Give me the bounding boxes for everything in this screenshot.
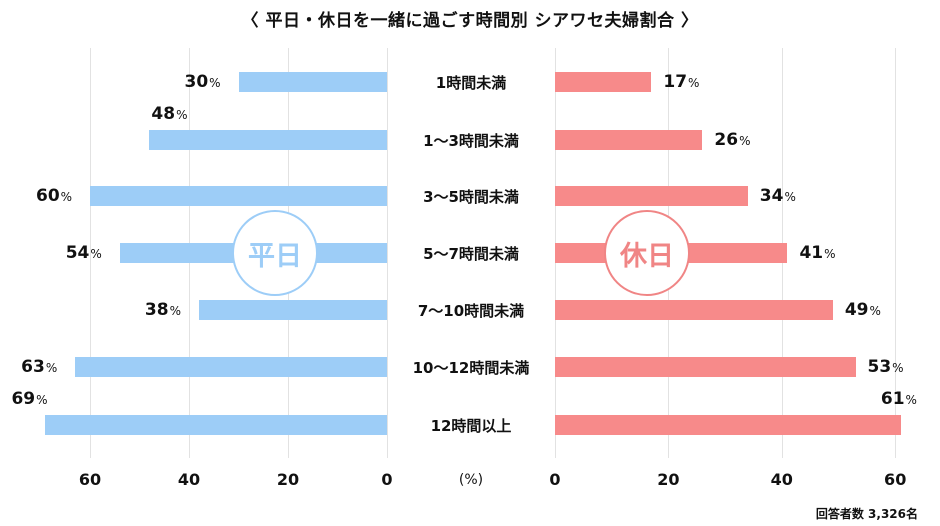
percent-sign: % [176, 108, 188, 122]
holiday-badge: 休日 [604, 210, 690, 296]
category-label: 10〜12時間未満 [412, 359, 530, 377]
percent-sign: % [688, 76, 700, 90]
x-tick-right: 20 [657, 470, 680, 489]
category-label: 12時間以上 [430, 417, 512, 435]
x-tick-right: 60 [884, 470, 907, 489]
holiday-value-label: 26% [714, 130, 750, 150]
x-tick-right: 40 [770, 470, 793, 489]
weekday-badge: 平日 [232, 210, 318, 296]
holiday-value-label: 17% [663, 72, 699, 92]
gridline-left [90, 48, 91, 458]
value-number: 17 [663, 72, 688, 92]
value-number: 63 [21, 357, 45, 377]
value-number: 26 [714, 130, 739, 150]
value-number: 69 [11, 389, 36, 409]
weekday-bar [149, 130, 387, 150]
percent-sign: % [869, 304, 881, 318]
holiday-value-label: 61% [881, 389, 917, 409]
weekday-bar [238, 72, 387, 92]
category-label: 1〜3時間未満 [423, 132, 519, 150]
x-tick-right: 0 [549, 470, 561, 489]
holiday-bar [555, 357, 856, 377]
holiday-bar [555, 72, 652, 92]
value-number: 38 [144, 300, 169, 320]
holiday-value-label: 49% [845, 300, 881, 320]
gridline-left [387, 48, 388, 458]
percent-sign: % [60, 190, 73, 204]
x-tick-left: 60 [78, 470, 102, 489]
respondents-note: 回答者数 3,326名 [815, 507, 918, 521]
percent-sign: % [905, 393, 917, 407]
category-label: 7〜10時間未満 [417, 302, 525, 320]
weekday-value-label: 69% [11, 389, 47, 409]
percent-sign: % [209, 76, 221, 90]
holiday-value-label: 53% [868, 357, 904, 377]
percent-sign: % [45, 361, 58, 375]
axis-unit-label: (%) [458, 472, 484, 488]
percent-sign: % [36, 393, 48, 407]
weekday-value-label: 63% [21, 357, 57, 377]
holiday-bar [555, 300, 833, 320]
weekday-bar [75, 357, 387, 377]
percent-sign: % [90, 247, 102, 261]
value-number: 53 [867, 357, 892, 377]
weekday-bar [90, 186, 387, 206]
value-number: 41 [799, 243, 824, 263]
x-tick-left: 20 [276, 470, 300, 489]
weekday-value-label: 30% [185, 72, 221, 92]
x-tick-left: 0 [381, 470, 393, 489]
holiday-bar [555, 186, 748, 206]
percent-sign: % [169, 304, 181, 318]
weekday-value-label: 54% [66, 243, 102, 263]
holiday-value-label: 34% [760, 186, 796, 206]
percent-sign: % [784, 190, 796, 204]
holiday-bar [555, 415, 901, 435]
gridline-right [895, 48, 897, 458]
value-number: 49 [844, 300, 869, 320]
holiday-bar [555, 130, 703, 150]
percent-sign: % [824, 247, 836, 261]
value-number: 30 [184, 72, 209, 92]
weekday-value-label: 38% [145, 300, 181, 320]
weekday-bar [45, 415, 387, 435]
percent-sign: % [739, 134, 751, 148]
category-label: 3〜5時間未満 [423, 188, 519, 206]
value-number: 48 [151, 104, 176, 124]
category-label: 1時間未満 [435, 74, 507, 92]
weekday-bar [198, 300, 387, 320]
x-tick-left: 40 [177, 470, 201, 489]
value-number: 34 [759, 186, 784, 206]
value-number: 54 [65, 243, 90, 263]
value-number: 60 [36, 186, 60, 206]
category-label: 5〜7時間未満 [423, 245, 519, 263]
value-number: 61 [880, 389, 905, 409]
weekday-value-label: 48% [151, 104, 187, 124]
holiday-value-label: 41% [799, 243, 835, 263]
percent-sign: % [892, 361, 904, 375]
chart-title: 〈 平日・休日を一緒に過ごす時間別 シアワセ夫婦割合 〉 [241, 11, 699, 31]
weekday-value-label: 60% [36, 186, 72, 206]
